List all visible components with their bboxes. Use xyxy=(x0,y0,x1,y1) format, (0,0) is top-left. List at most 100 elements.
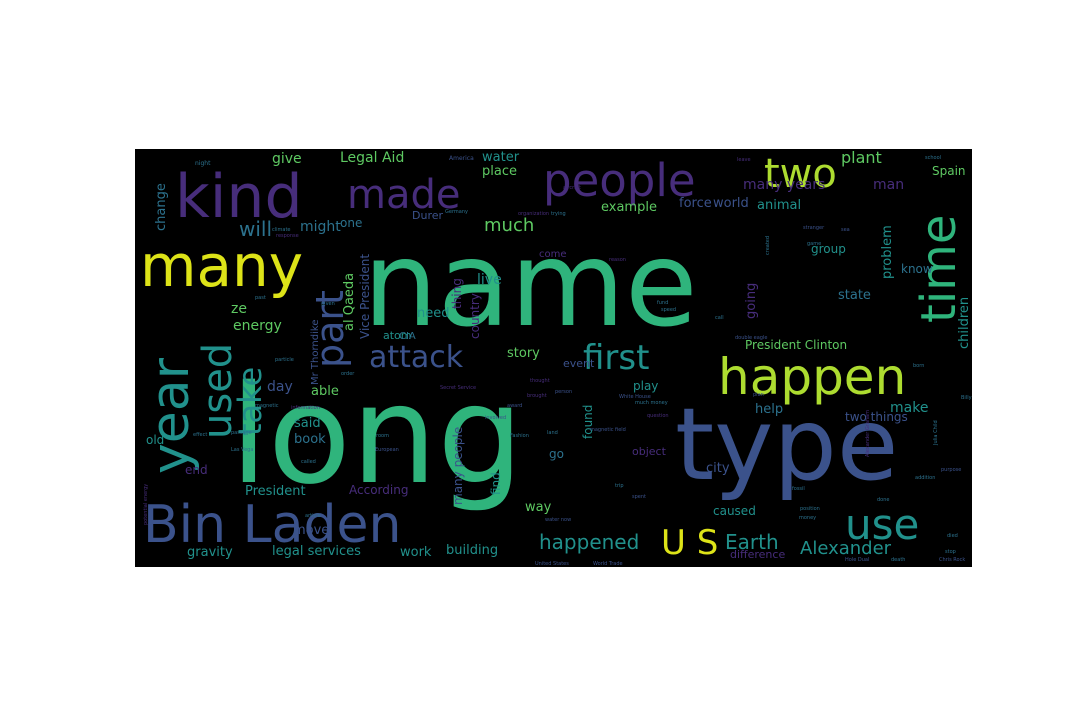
word-many: many xyxy=(140,232,303,300)
small-word: America xyxy=(449,155,474,162)
small-word: involved xyxy=(485,415,506,421)
word-president-clinton: President Clinton xyxy=(745,338,847,352)
word-play: play xyxy=(633,379,658,393)
word-thing: thing xyxy=(450,278,464,309)
word-kind: kind xyxy=(175,162,303,232)
small-word: Fashion xyxy=(510,433,529,439)
word-difference: difference xyxy=(730,548,785,561)
word-time: time xyxy=(911,215,967,323)
small-word: trying xyxy=(551,211,566,217)
small-word: sea xyxy=(841,227,850,233)
small-word: White House xyxy=(619,394,651,400)
small-word: response xyxy=(276,233,299,239)
small-word: Secret Service xyxy=(440,385,476,391)
word-type: type xyxy=(675,386,898,503)
word-year: year xyxy=(141,357,201,474)
small-word: leave xyxy=(737,157,751,163)
word-help: help xyxy=(755,402,783,417)
small-word: effect xyxy=(193,432,207,438)
small-word: purpose xyxy=(941,467,961,473)
small-word: room xyxy=(376,433,389,439)
word-book: book xyxy=(294,432,326,447)
small-word: stop xyxy=(945,549,956,555)
small-word: addition xyxy=(915,475,935,481)
word-first: first xyxy=(583,338,649,378)
word-legal-aid: Legal Aid xyxy=(340,150,404,166)
small-word: information xyxy=(291,405,320,411)
small-word: Las Vega xyxy=(231,447,253,453)
small-word: death xyxy=(891,557,905,563)
word-go: go xyxy=(549,447,564,461)
small-word: stranger xyxy=(803,225,825,231)
small-word: reason xyxy=(609,257,626,263)
word-work: work xyxy=(400,545,432,560)
small-word: magnetic field xyxy=(590,427,626,433)
word-animal: animal xyxy=(757,198,801,213)
small-word: Chris Rock xyxy=(939,557,965,563)
word-happened: happened xyxy=(539,530,639,554)
word-name: name xyxy=(363,215,698,353)
word-bin-laden: Bin Laden xyxy=(143,495,401,555)
word-atom: atom xyxy=(383,329,412,342)
small-word: order xyxy=(341,371,355,377)
word-going: going xyxy=(744,283,759,319)
word-caused: caused xyxy=(713,504,756,518)
word-children: children xyxy=(957,297,972,349)
small-word: article xyxy=(305,513,321,519)
small-word: person xyxy=(555,389,572,395)
small-word: born xyxy=(913,363,924,369)
word-country: country xyxy=(468,293,482,339)
word-energy: energy xyxy=(233,318,282,334)
word-might: might xyxy=(300,219,341,235)
small-word: Germany xyxy=(445,209,468,215)
word-people: people xyxy=(543,154,696,207)
small-word: past xyxy=(255,295,266,301)
word-president: President xyxy=(245,484,306,499)
word-cloud: name long type kind many year Bin Laden … xyxy=(135,149,972,567)
small-word: potential energy xyxy=(143,484,149,525)
word-mr-thorndike: Mr Thorndike xyxy=(310,320,321,385)
small-word: brought xyxy=(527,393,547,399)
small-word: created xyxy=(765,236,771,255)
small-word: fossil xyxy=(792,486,805,492)
word-long: long xyxy=(230,357,524,515)
small-word: award xyxy=(507,403,522,409)
word-find: find xyxy=(489,472,503,495)
word-day: day xyxy=(267,379,293,395)
small-word: given xyxy=(321,301,335,307)
word-building: building xyxy=(446,543,498,558)
small-word: died xyxy=(947,533,958,539)
small-word: plan xyxy=(753,392,764,398)
word-will: will xyxy=(239,217,272,241)
word-example: example xyxy=(601,200,657,215)
word-cia: CIA xyxy=(399,331,416,342)
word-able: able xyxy=(311,384,339,399)
word-come: come xyxy=(539,249,567,260)
word-one: one xyxy=(340,216,362,230)
small-word: European xyxy=(375,447,399,453)
word-need: need xyxy=(417,306,450,321)
word-state: state xyxy=(838,288,871,303)
small-word: much money xyxy=(635,400,668,406)
word-vice-president: Vice President xyxy=(358,254,372,339)
small-word: Alexander Graham xyxy=(865,410,871,457)
word-make: make xyxy=(890,400,928,416)
small-word: World Trade xyxy=(593,561,623,567)
word-spain: Spain xyxy=(932,164,966,178)
word-water: water xyxy=(482,150,520,165)
small-word: organization xyxy=(518,211,549,217)
word-give: give xyxy=(272,151,302,167)
small-word: Billy xyxy=(961,395,972,401)
small-word: question xyxy=(647,413,669,419)
word-old: old xyxy=(146,433,164,447)
word-two: two xyxy=(764,151,837,197)
word-said: said xyxy=(294,416,321,431)
small-word: done xyxy=(877,497,889,503)
word-know: know xyxy=(901,262,933,276)
word-earth: Earth xyxy=(725,530,779,554)
small-word: money xyxy=(799,515,816,521)
word-many-people: many people xyxy=(451,427,465,505)
word-object: object xyxy=(632,445,667,458)
small-word: spent xyxy=(632,494,646,500)
small-word: call xyxy=(715,315,724,321)
